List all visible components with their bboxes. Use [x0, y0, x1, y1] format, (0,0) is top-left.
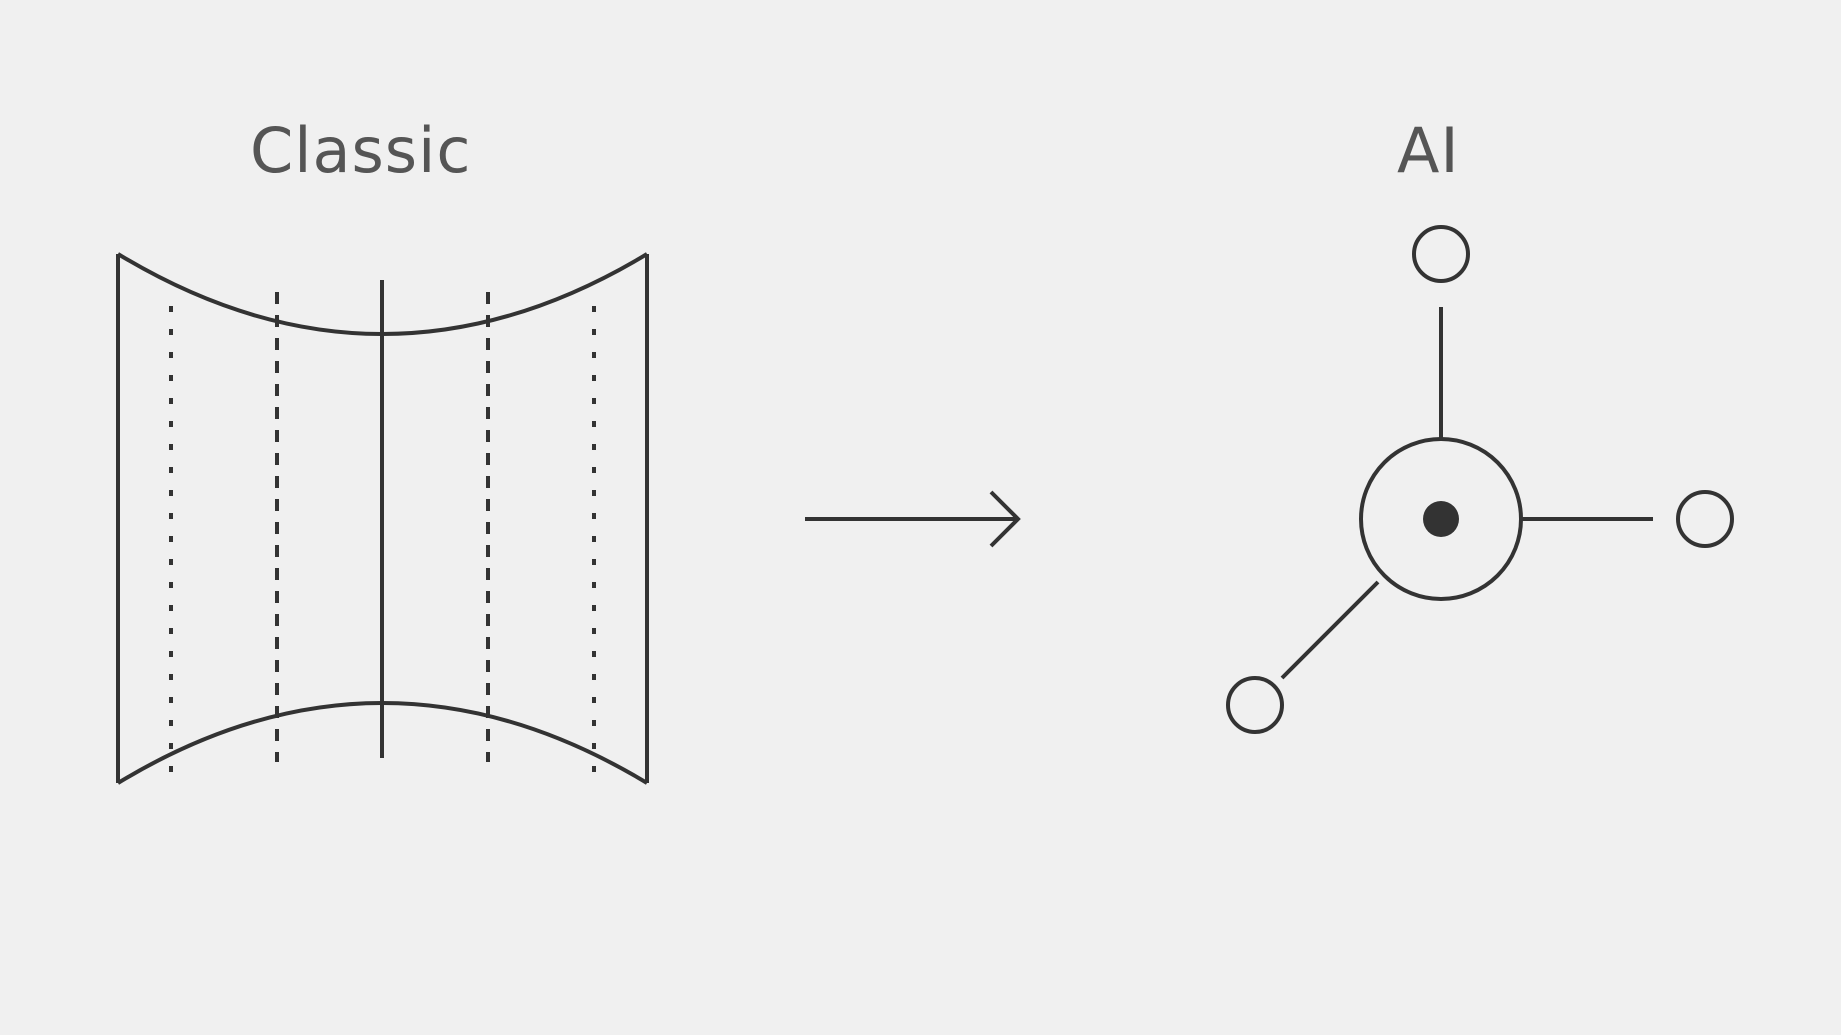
- ai-label: AI: [1397, 114, 1460, 187]
- node-bottom-left: [1226, 676, 1284, 734]
- arrow-head: [989, 490, 1021, 548]
- classic-label: Classic: [250, 114, 472, 187]
- node-right: [1676, 490, 1734, 548]
- arrow-right-icon: [805, 490, 1021, 548]
- hub-center-dot: [1423, 501, 1459, 537]
- hub-and-nodes-icon: [1226, 225, 1734, 734]
- curved-grid-panel-icon: [116, 252, 649, 785]
- connector-bottom-left: [1280, 580, 1380, 680]
- node-top: [1412, 225, 1470, 283]
